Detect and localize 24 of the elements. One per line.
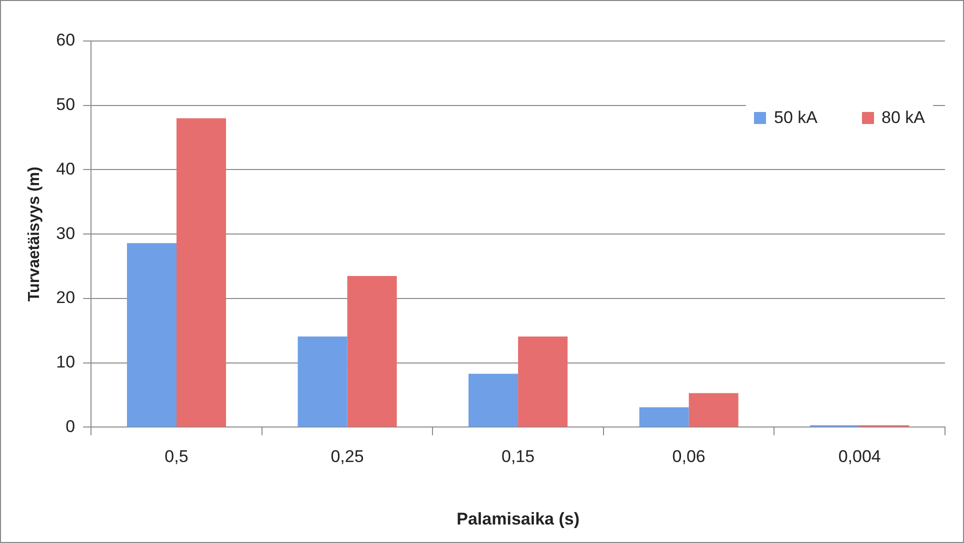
bar [688, 393, 738, 427]
bar [347, 276, 397, 427]
x-tick-label: 0,004 [838, 447, 881, 466]
x-axis-title: Palamisaika (s) [456, 509, 580, 528]
legend-label: 50 kA [774, 108, 818, 128]
x-tick-label: 0,15 [502, 447, 535, 466]
y-tick-label: 60 [56, 30, 76, 50]
x-tick-label: 0,25 [330, 447, 364, 466]
x-tick-label: 0,06 [672, 447, 706, 466]
y-axis-title: Turvaetäisyys (m) [26, 166, 44, 302]
bar [298, 336, 348, 427]
x-tick-label: 0,5 [164, 447, 188, 466]
bar [126, 243, 176, 427]
bar [639, 407, 689, 427]
legend-label: 80 kA [882, 108, 925, 128]
bar [176, 118, 226, 427]
bar [468, 374, 518, 427]
y-tick-label: 50 [56, 95, 76, 114]
y-tick-label: 30 [56, 224, 76, 243]
y-tick-label: 20 [56, 288, 76, 308]
y-tick-label: 10 [56, 352, 76, 372]
bar [518, 336, 568, 427]
y-tick-label: 0 [66, 416, 76, 436]
y-tick-label: 40 [56, 159, 76, 178]
